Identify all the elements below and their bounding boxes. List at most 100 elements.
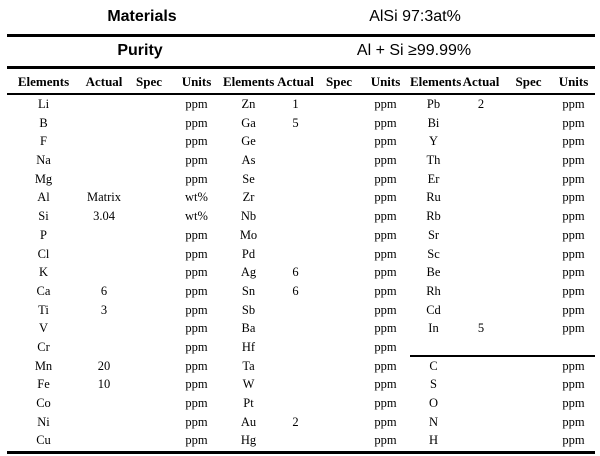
table-cell-group-1-row1-actual [80,95,128,114]
table-cell-group-1-row14-units: ppm [185,339,208,354]
table-cell-group-3-row2-spec [505,114,552,133]
table-cell-group-2-row12-spec [317,301,361,320]
table-cell-group-2-row4-element: As [241,153,256,168]
column-header-actual-2: Actual [277,74,314,89]
table-cell-group-2-row10-units: ppm [374,265,397,280]
table-cell-group-1-row11-element: Ca [36,283,51,298]
table-cell-group-3-row4-element: Th [426,153,441,168]
table-cell-group-2-row8-units: ppm [374,227,397,242]
table-cell-group-2-row18-actual: 2 [292,414,299,429]
table-cell-group-3-row9-spec [505,245,552,264]
table-cell-group-3-row16-units: ppm [562,377,585,392]
table-cell-group-1-row3-spec [128,132,170,151]
table-cell-group-1-row15-units: ppm [185,358,208,373]
table-header-row: Elements Actual Spec Units Elements Actual Spe… [7,70,595,93]
column-header-spec-3: Spec [515,74,542,89]
column-header-elements-3: Elements [410,74,462,89]
table-cell-group-2-row2-element: Ga [241,115,256,130]
table-cell-group-2-row19-spec [317,431,361,450]
table-cell-group-3-row5-units: ppm [562,171,585,186]
table-cell-group-1-row4-spec [128,151,170,170]
table-cell-group-1-row10-element: K [38,265,49,280]
table-cell-group-2-row11-actual: 6 [292,283,299,298]
table-cell-group-2-row1-actual: 1 [292,97,299,111]
table-cell-group-2-row13-spec [317,319,361,338]
table-cell-group-3-row19-element: H [428,433,439,448]
table-cell-group-3-row17-actual [457,394,505,413]
table-cell-group-2-row6-actual [274,188,317,207]
table-cell-group-3-row5-actual [457,170,505,189]
table-cell-group-2-row2-spec [317,114,361,133]
column-header-spec-1: Spec [136,74,162,89]
table-cell-group-1-row16-units: ppm [185,377,208,392]
table-cell-group-3-row4-spec [505,151,552,170]
table-cell-group-2-row14-spec [317,338,361,357]
table-cell-group-2-row9-actual [274,245,317,264]
table-cell-group-2-row7-actual [274,207,317,226]
table-cell-group-1-row13-actual [80,319,128,338]
table-cell-group-1-row5-units: ppm [185,171,208,186]
table-cell-group-2-row14-actual [274,338,317,357]
table-cell-group-2-row10-actual: 6 [292,265,299,280]
table-cell-group-2-row6-units: ppm [374,190,397,205]
table-cell-group-1-row19-actual [80,431,128,450]
table-cell-group-2-row15-units: ppm [374,358,397,373]
table-cell-group-1-row3-units: ppm [185,134,208,149]
table-cell-group-1-row7-element: Si [38,209,49,224]
table-cell-group-3-row15-spec [505,357,552,376]
table-cell-group-1-row4-actual [80,151,128,170]
table-cell-group-1-row5-element: Mg [34,171,53,186]
table-cell-group-3-row13-actual: 5 [477,321,485,336]
purity-value: Al + Si ≥99.99% [356,42,472,59]
table-cell-group-1-row5-spec [128,170,170,189]
table-cell-group-3-row18-units: ppm [562,414,585,429]
table-cell-group-1-row10-actual [80,263,128,282]
table-cell-group-2-row6-spec [317,188,361,207]
table-cell-group-3-row11-spec [505,282,552,301]
table-cell-group-3-row12-element: Cd [426,302,441,317]
table-cell-group-2-row9-units: ppm [374,246,397,261]
table-cell-group-1-row13-spec [128,319,170,338]
table-cell-group-2-row1-element: Zn [241,97,256,111]
table-cell-group-1-row7-spec [128,207,170,226]
table-cell-group-1-row17-units: ppm [185,396,208,410]
table-cell-group-2-row19-units: ppm [374,433,397,448]
table-cell-group-1-row14-spec [128,338,170,357]
table-cell-group-2-row18-element: Au [240,414,257,429]
table-cell-group-3-row11-units: ppm [562,283,585,298]
table-cell-group-3-row7-actual [457,207,505,226]
table-cell-group-1-row13-units: ppm [185,321,208,336]
table-cell-group-3-row12-actual [457,301,505,320]
table-cell-group-3-row19-spec [505,431,552,450]
table-cell-group-2-row13-element: Ba [241,321,256,336]
table-cell-group-2-row11-spec [317,282,361,301]
table-cell-group-1-row1-element: Li [37,97,50,111]
table-cell-group-3-row2-actual [457,114,505,133]
table-cell-group-1-row8-spec [128,226,170,245]
table-cell-group-1-row4-element: Na [36,153,51,168]
table-cell-group-3-row14-actual [457,338,505,357]
table-cell-group-2-row3-element: Ge [241,134,256,149]
table-cell-group-3-row14-units [552,338,595,357]
table-cell-group-1-row14-element: Cr [37,339,50,354]
table-cell-group-3-row17-units: ppm [562,396,585,410]
column-header-elements-2: Elements [223,74,275,89]
table-cell-group-3-row6-actual [457,188,505,207]
table-cell-group-1-row9-actual [80,245,128,264]
table-cell-group-2-row18-spec [317,413,361,432]
table-cell-group-3-row19-actual [457,431,505,450]
table-cell-group-1-row12-spec [128,301,170,320]
table-cell-group-3-row15-element: C [429,358,438,373]
materials-label: Materials [107,8,177,25]
table-cell-group-2-row5-spec [317,170,361,189]
table-cell-group-1-row11-actual: 6 [100,283,108,298]
table-cell-group-2-row7-spec [317,207,361,226]
table-cell-group-3-row17-spec [505,394,552,413]
table-cell-group-3-row9-element: Sc [427,246,440,261]
table-cell-group-3-row1-units: ppm [562,97,585,111]
table-cell-group-3-row13-element: In [428,321,439,336]
table-cell-group-3-row8-spec [505,226,552,245]
table-cell-group-1-row17-actual [80,394,128,413]
table-cell-group-3-row18-element: N [428,414,439,429]
